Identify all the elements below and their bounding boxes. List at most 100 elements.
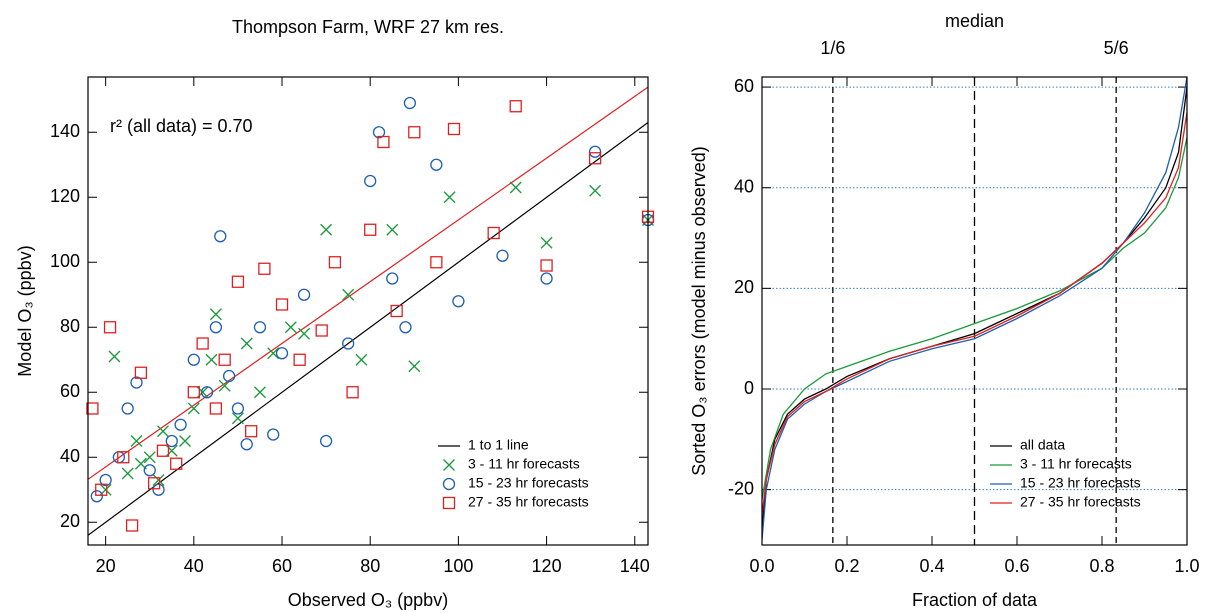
data-point xyxy=(403,96,417,110)
data-point xyxy=(588,145,602,158)
x-tick-label: 0.0 xyxy=(749,556,774,576)
data-point xyxy=(267,347,280,360)
data-point xyxy=(147,477,161,490)
legend-label: 27 - 35 hr forecasts xyxy=(1020,494,1141,510)
data-point xyxy=(170,457,183,470)
data-point xyxy=(540,236,553,249)
data-point xyxy=(196,337,209,350)
data-point xyxy=(443,191,456,204)
x-tick-label: 120 xyxy=(532,556,562,576)
data-point xyxy=(328,256,342,269)
data-point xyxy=(430,256,443,269)
data-point xyxy=(258,262,271,275)
top-tick-label: 1/6 xyxy=(820,38,845,58)
y-tick-label: 80 xyxy=(60,316,80,336)
data-point xyxy=(320,223,333,236)
data-point xyxy=(408,126,421,139)
data-point xyxy=(187,402,200,415)
top-tick-label: 5/6 xyxy=(1104,38,1129,58)
data-point xyxy=(240,438,253,451)
data-point xyxy=(588,152,602,165)
data-point xyxy=(372,126,386,139)
data-point xyxy=(298,327,311,340)
data-line xyxy=(762,77,1187,541)
plot-frame xyxy=(87,76,649,546)
chart-title: Thompson Farm, WRF 27 km res. xyxy=(232,17,504,37)
x-tick-label: 40 xyxy=(184,556,204,576)
data-point xyxy=(253,321,267,334)
reference-line xyxy=(88,122,648,536)
data-point xyxy=(399,321,412,334)
data-point xyxy=(156,444,170,457)
data-point xyxy=(218,353,231,366)
x-tick-label: 0.2 xyxy=(834,556,859,576)
data-point xyxy=(342,337,355,350)
data-point xyxy=(319,434,333,448)
y-tick-label: 60 xyxy=(60,381,80,401)
data-point xyxy=(496,249,509,262)
data-point xyxy=(187,386,200,399)
data-point xyxy=(231,275,245,288)
data-point xyxy=(90,490,103,503)
data-point xyxy=(134,366,148,379)
data-point xyxy=(125,519,139,532)
data-point xyxy=(205,353,218,366)
data-point xyxy=(179,435,191,447)
data-point xyxy=(99,473,112,487)
y-tick-label: 100 xyxy=(50,251,80,271)
data-point xyxy=(386,272,399,285)
y-tick-label: 140 xyxy=(50,121,80,141)
data-point xyxy=(244,425,258,438)
data-point xyxy=(222,369,236,383)
data-point xyxy=(231,412,244,425)
data-point xyxy=(509,181,522,194)
data-point xyxy=(408,360,421,373)
x-tick-label: 60 xyxy=(272,556,292,576)
data-point xyxy=(209,321,223,334)
data-point xyxy=(275,347,289,360)
data-point xyxy=(200,386,214,399)
data-point xyxy=(447,122,461,136)
data-point xyxy=(390,304,403,318)
legend-label: 15 - 23 hr forecasts xyxy=(1020,475,1141,491)
legend-swatch xyxy=(442,477,456,491)
data-point xyxy=(143,464,156,477)
data-point xyxy=(187,353,200,366)
data-point xyxy=(209,402,223,415)
data-point xyxy=(240,337,253,350)
data-point xyxy=(364,223,377,236)
data-point xyxy=(103,321,117,334)
data-point xyxy=(540,259,553,272)
y-tick-label: 40 xyxy=(60,446,80,466)
data-point xyxy=(364,174,377,188)
data-point xyxy=(165,434,178,448)
legend-label: 15 - 23 hr forecasts xyxy=(468,475,589,491)
data-point xyxy=(214,230,227,243)
x-tick-label: 1.0 xyxy=(1174,556,1199,576)
y-tick-label: 20 xyxy=(734,277,754,297)
legend-label: 3 - 11 hr forecasts xyxy=(468,456,580,472)
x-tick-label: 0.4 xyxy=(919,556,944,576)
annotation: r² (all data) = 0.70 xyxy=(110,116,253,136)
data-point xyxy=(157,425,169,438)
y-tick-label: 120 xyxy=(50,186,80,206)
legend-label: 3 - 11 hr forecasts xyxy=(1020,456,1132,472)
data-point xyxy=(117,451,130,464)
legend-label: 27 - 35 hr forecasts xyxy=(468,494,589,510)
data-point xyxy=(174,418,187,431)
data-point xyxy=(487,226,500,240)
data-point xyxy=(254,386,266,399)
data-point xyxy=(297,288,311,301)
data-point xyxy=(267,428,280,441)
data-point xyxy=(130,435,143,447)
data-point xyxy=(342,288,355,301)
data-point xyxy=(430,158,443,171)
data-point xyxy=(231,402,245,415)
x-tick-label: 80 xyxy=(360,556,380,576)
data-point xyxy=(509,100,522,113)
data-point xyxy=(152,474,165,486)
data-point xyxy=(152,483,165,496)
x-tick-label: 100 xyxy=(443,556,473,576)
y-axis-label: Model O₃ (ppbv) xyxy=(15,245,35,376)
